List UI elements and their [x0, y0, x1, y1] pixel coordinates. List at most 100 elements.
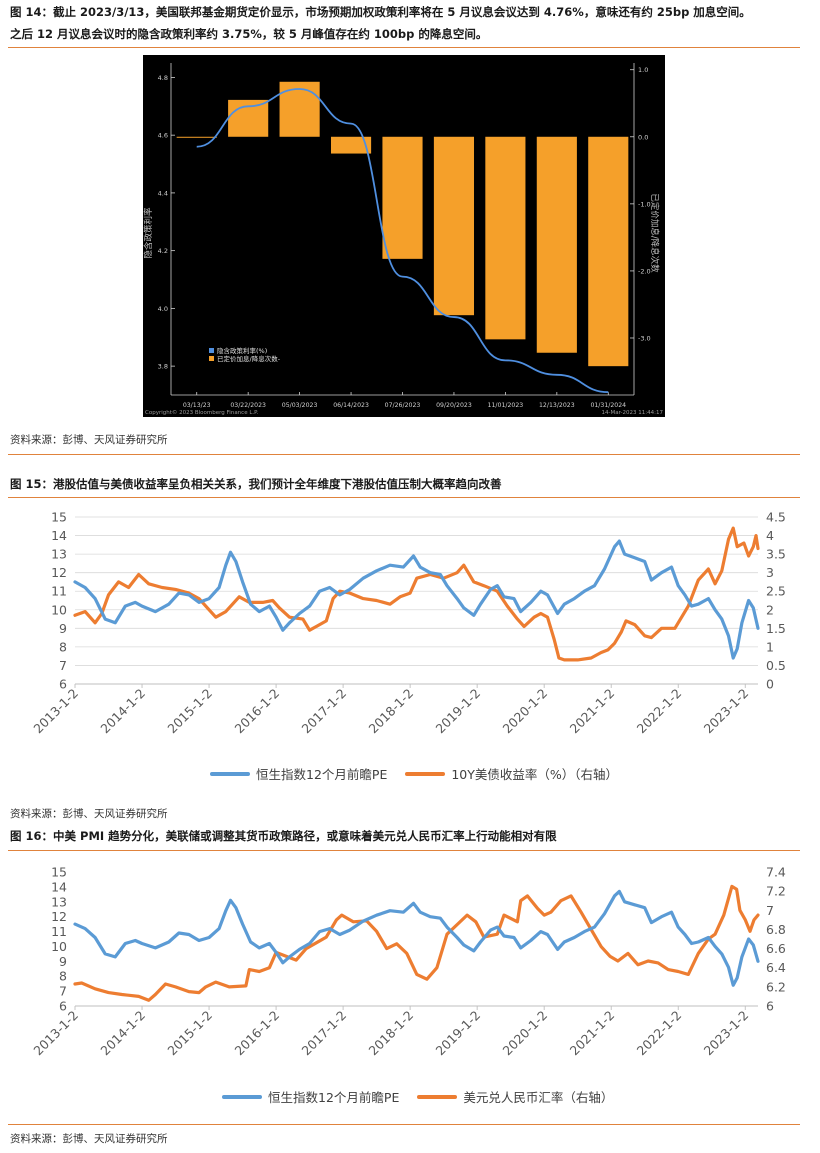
bar	[382, 136, 423, 259]
x-tick-label: 2023-1-2	[701, 1008, 752, 1059]
y-tick-label: 4.6	[158, 132, 168, 140]
y2-tick-label: 2.5	[766, 584, 786, 599]
y-tick-label: 7	[59, 658, 67, 673]
y-tick-label: 11	[51, 584, 67, 599]
policy-rate-chart: 4.8 4.6 4.4 4.2 4.0 3.8 1.0 0.0 -1.0 -2.0 -3.0 03/1…	[143, 55, 665, 417]
x-tick-label: 2021-1-2	[567, 686, 618, 737]
y-axis-label: 隐含政策利率	[143, 207, 154, 259]
y2-tick-label: 0.0	[638, 133, 648, 141]
x-tick-label: 03/13/23	[183, 402, 211, 409]
y-tick-label: 4.0	[158, 305, 168, 313]
bar	[588, 136, 629, 367]
y2-tick-label: 4.5	[766, 510, 786, 525]
x-tick-label: 01/31/2024	[590, 402, 626, 409]
y2-axis-label: 已定价加息/降息次数	[649, 193, 660, 273]
legend-label-line: 隐含政策利率(%)	[217, 346, 267, 355]
legend-swatch-bar	[209, 356, 214, 361]
y-tick-label: 13	[51, 547, 67, 562]
x-tick-label: 11/01/2023	[488, 402, 524, 409]
y2-tick-label: 6.4	[766, 960, 786, 975]
y2-tick-label: 6	[766, 999, 774, 1014]
pe-vs-usdcny-chart: 15141312111098767.47.276.86.66.46.262013…	[30, 865, 786, 1059]
bar	[176, 136, 217, 138]
chart-axes: 15 14 13 12 11 10 9 8 7 6 4.5 4 3.5 3 2.5 2 1.5 1 0.5 0 2013…	[30, 510, 786, 737]
figure-14-source: 资料来源：彭博、天风证券研究所	[10, 434, 168, 446]
x-tick-label: 2015-1-2	[164, 686, 215, 737]
legend-swatch-pe	[222, 1094, 262, 1099]
y-tick-label: 14	[51, 528, 67, 543]
title-divider	[8, 850, 800, 851]
y2-tick-label: 6.6	[766, 941, 786, 956]
x-tick-label: 2018-1-2	[366, 686, 417, 737]
y2-tick-label: 6.8	[766, 922, 786, 937]
x-tick-label: 2016-1-2	[231, 1008, 282, 1059]
x-tick-label: 2022-1-2	[634, 1008, 685, 1059]
y2-tick-label: 3	[766, 565, 774, 580]
x-tick-label: 2013-1-2	[30, 1008, 81, 1059]
legend-swatch-pe	[210, 771, 250, 776]
y-tick-label: 4.2	[158, 247, 168, 255]
legend-item-fx: 美元兑人民币汇率（右轴）	[417, 1087, 613, 1106]
pe-line	[73, 889, 760, 987]
x-tick-label: 2019-1-2	[433, 1008, 484, 1059]
legend-item-pe: 恒生指数12个月前瞻PE	[210, 764, 387, 783]
y-tick-label: 10	[51, 602, 67, 617]
y2-tick-label: 0	[766, 677, 774, 692]
y2-tick-label: 2	[766, 602, 774, 617]
secondary-line	[73, 884, 760, 1002]
legend-swatch-line	[209, 348, 214, 353]
figure-14-title-line-1: 图 14：截止 2023/3/13，美国联邦基金期货定价显示，市场预期加权政策利…	[10, 5, 751, 19]
x-tick-label: 2020-1-2	[500, 1008, 551, 1059]
section-divider	[8, 1124, 800, 1125]
y-tick-label: 4.4	[158, 189, 168, 197]
bar	[330, 136, 372, 154]
figure-16-source: 资料来源：彭博、天风证券研究所	[10, 1133, 168, 1145]
y-tick-label: 10	[51, 939, 67, 954]
legend: 恒生指数12个月前瞻PE 美元兑人民币汇率（右轴）	[222, 1087, 631, 1106]
chart-axes: 4.8 4.6 4.4 4.2 4.0 3.8 1.0 0.0 -1.0 -2.0 -3.0 03/1…	[158, 63, 651, 409]
x-tick-label: 2015-1-2	[164, 1008, 215, 1059]
x-tick-label: 2013-1-2	[30, 686, 81, 737]
x-tick-label: 07/26/2023	[385, 402, 421, 409]
x-tick-label: 03/22/2023	[230, 402, 266, 409]
y-tick-label: 6	[59, 999, 67, 1014]
y-tick-label: 12	[51, 565, 67, 580]
legend: 隐含政策利率(%) 已定价加息/降息次数-	[209, 346, 281, 363]
y2-tick-label: 1.0	[638, 66, 648, 74]
x-tick-label: 2014-1-2	[97, 1008, 148, 1059]
legend-label-bar: 已定价加息/降息次数-	[217, 354, 281, 363]
y-tick-label: 8	[59, 969, 67, 984]
x-tick-label: 12/13/2023	[539, 402, 575, 409]
legend-label-pe: 恒生指数12个月前瞻PE	[256, 767, 388, 782]
line-series	[73, 884, 760, 1002]
x-tick-label: 2017-1-2	[298, 1008, 349, 1059]
x-tick-label: 2017-1-2	[298, 686, 349, 737]
y-tick-label: 15	[51, 865, 67, 880]
bar-series	[176, 81, 629, 367]
x-tick-label: 2021-1-2	[567, 1008, 618, 1059]
y-tick-label: 7	[59, 984, 67, 999]
legend-item-pe: 恒生指数12个月前瞻PE	[222, 1087, 399, 1106]
y2-tick-label: 3.5	[766, 547, 786, 562]
x-tick-label: 06/14/2023	[333, 402, 369, 409]
y2-tick-label: 7.4	[766, 865, 786, 880]
legend: 恒生指数12个月前瞻PE 10Y美债收益率（%）（右轴）	[210, 764, 636, 783]
y-tick-label: 8	[59, 639, 67, 654]
policy-rate-line	[196, 88, 609, 394]
y-tick-label: 3.8	[158, 363, 168, 371]
y2-tick-label: 4	[766, 528, 774, 543]
bar	[536, 136, 577, 353]
figure-15-source: 资料来源：彭博、天风证券研究所	[10, 808, 168, 820]
y2-tick-label: 7.2	[766, 884, 786, 899]
y2-tick-label: 1	[766, 639, 774, 654]
pe-line	[73, 539, 760, 660]
y-tick-label: 4.8	[158, 74, 168, 82]
legend-swatch-fx	[417, 1094, 458, 1099]
bar	[433, 136, 475, 316]
copyright-text: Copyright© 2023 Bloomberg Finance L.P.	[145, 409, 259, 416]
title-divider	[8, 47, 800, 48]
y2-tick-label: -1.0	[638, 200, 651, 208]
pe-vs-treasury-chart: 15 14 13 12 11 10 9 8 7 6 4.5 4 3.5 3 2.5 2 1.5 1 0.5 0 2013…	[30, 510, 786, 737]
x-tick-label: 09/20/2023	[436, 402, 472, 409]
x-tick-label: 2019-1-2	[433, 686, 484, 737]
